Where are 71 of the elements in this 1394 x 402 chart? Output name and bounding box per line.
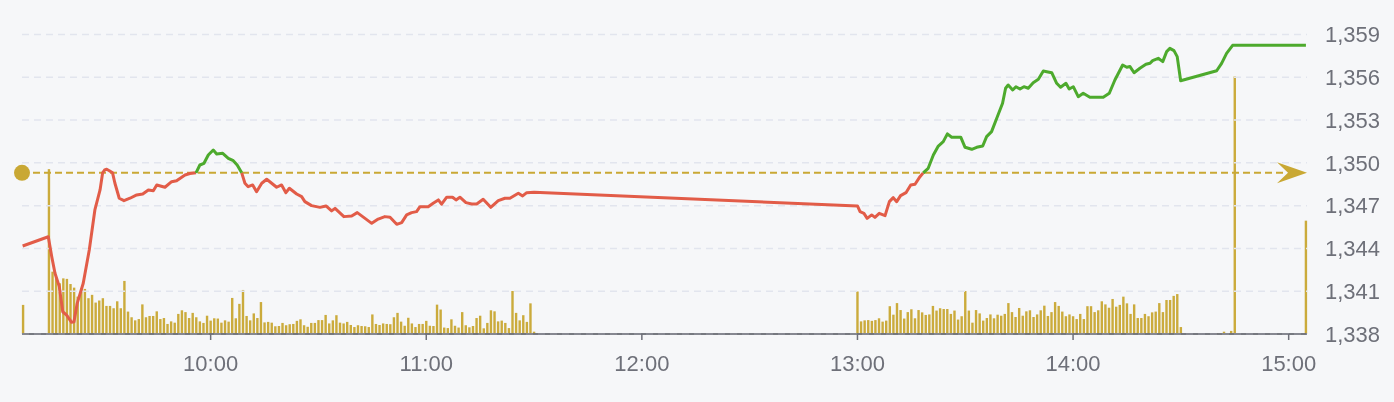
- y-tick-label: 1,359: [1325, 22, 1381, 48]
- bar: [1122, 296, 1125, 334]
- bar: [220, 322, 223, 334]
- bar: [946, 309, 949, 334]
- bar: [493, 311, 496, 334]
- bar: [360, 326, 363, 334]
- bar: [123, 280, 126, 334]
- bar: [1158, 303, 1161, 334]
- bar: [1068, 314, 1071, 334]
- bar: [1043, 305, 1046, 334]
- x-tick-label: 12:00: [614, 351, 670, 376]
- bar: [953, 310, 956, 334]
- bar: [148, 315, 151, 334]
- bar: [371, 314, 374, 334]
- bar: [881, 321, 884, 334]
- bar: [396, 312, 399, 334]
- bar: [475, 318, 478, 334]
- bar: [141, 304, 144, 334]
- bar: [1104, 304, 1107, 334]
- bar: [1007, 303, 1010, 334]
- bar: [184, 312, 187, 334]
- x-tick-label: 15:00: [1261, 351, 1317, 376]
- bar: [1140, 318, 1143, 334]
- bar: [342, 323, 345, 334]
- bar: [421, 323, 424, 334]
- bar: [1147, 316, 1150, 334]
- bar: [1057, 305, 1060, 334]
- bar: [996, 314, 999, 334]
- bar: [378, 324, 381, 334]
- bar: [529, 303, 532, 334]
- bar: [281, 322, 284, 334]
- y-tick-label: 1,353: [1325, 107, 1381, 133]
- bar: [439, 309, 442, 334]
- bar: [989, 314, 992, 334]
- y-tick-label: 1,341: [1325, 278, 1381, 304]
- bar: [1165, 300, 1168, 334]
- y-tick-label: 1,338: [1325, 321, 1381, 347]
- bar: [317, 320, 320, 334]
- bar: [335, 315, 338, 334]
- bar: [306, 326, 309, 334]
- bar: [910, 309, 913, 334]
- bar: [511, 290, 514, 334]
- bar: [935, 310, 938, 334]
- x-tick-label: 14:00: [1045, 351, 1101, 376]
- bar: [450, 319, 453, 334]
- bar: [978, 313, 981, 334]
- bar: [177, 313, 180, 334]
- bar: [1025, 311, 1028, 334]
- y-tick-label: 1,344: [1325, 236, 1381, 262]
- x-tick-label: 11:00: [399, 351, 453, 376]
- bar: [191, 312, 194, 334]
- bar: [856, 291, 859, 334]
- bar: [353, 327, 356, 334]
- bar: [917, 310, 920, 334]
- bar: [468, 327, 471, 334]
- bar: [274, 326, 277, 334]
- y-tick-label: 1,347: [1325, 193, 1381, 219]
- bar: [324, 314, 327, 334]
- bar: [863, 320, 866, 334]
- bar: [1111, 298, 1114, 334]
- y-tick-label: 1,356: [1325, 64, 1381, 90]
- bar: [504, 322, 507, 334]
- bar: [209, 320, 212, 334]
- bar: [874, 320, 877, 334]
- bar: [414, 327, 417, 334]
- bar: [1086, 306, 1089, 334]
- y-tick-label: 1,350: [1325, 150, 1381, 176]
- bar: [299, 319, 302, 334]
- bar: [1172, 295, 1175, 334]
- x-tick-label: 13:00: [829, 351, 885, 376]
- x-tick-label: 10:00: [183, 351, 239, 376]
